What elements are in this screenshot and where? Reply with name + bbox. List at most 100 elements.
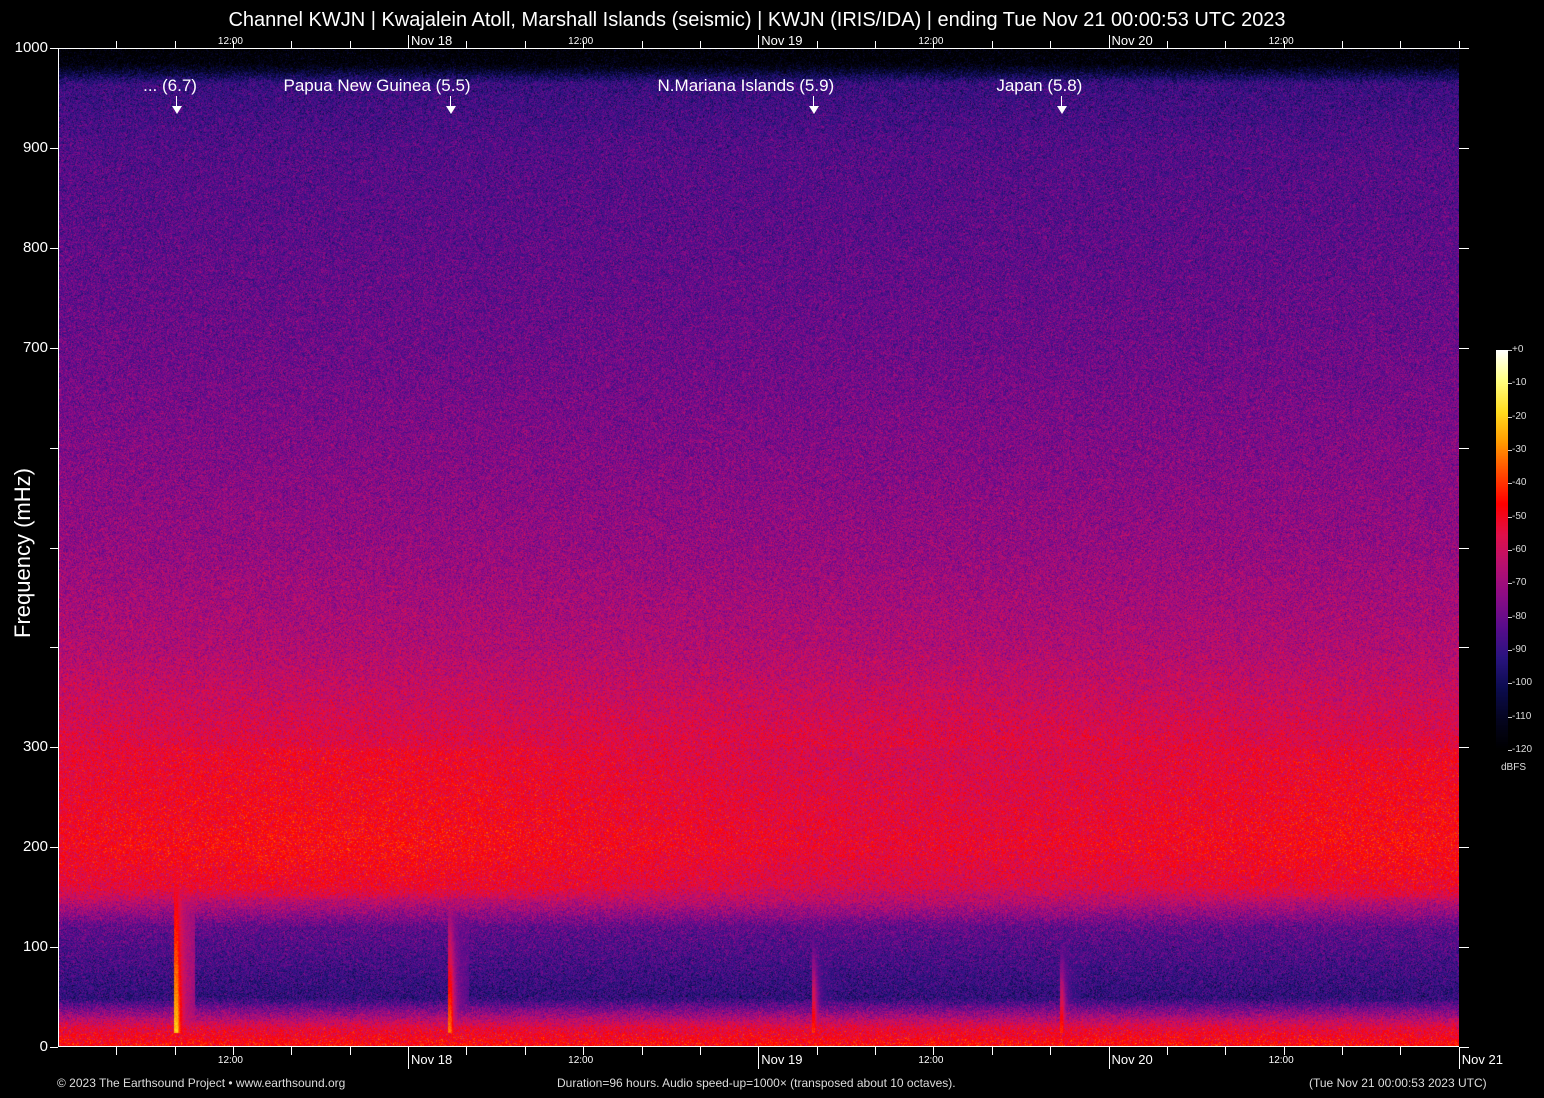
y-tick-label: 200 — [8, 838, 48, 855]
x-day-tick-top — [1109, 35, 1110, 48]
x-day-tick-bottom — [408, 1047, 409, 1069]
x-day-tick-bottom — [758, 1047, 759, 1069]
x-tick-bottom — [1284, 1047, 1285, 1055]
colorbar-tick-label: -100 — [1512, 677, 1532, 688]
x-tick-bottom — [116, 1047, 117, 1055]
y-tick-left — [50, 248, 58, 249]
x-tick-label-top: Nov 19 — [761, 33, 802, 48]
x-tick-top — [992, 41, 993, 48]
x-tick-bottom — [700, 1047, 701, 1055]
y-tick-label: 700 — [8, 339, 48, 356]
x-tick-top — [1459, 41, 1460, 48]
x-tick-bottom — [583, 1047, 584, 1055]
colorbar-tick-label: -110 — [1512, 711, 1531, 722]
x-tick-label-bottom: Nov 20 — [1112, 1052, 1153, 1067]
x-tick-top — [817, 41, 818, 48]
x-tick-bottom — [1342, 1047, 1343, 1055]
colorbar-tick-label: -90 — [1512, 644, 1526, 655]
x-tick-top — [700, 41, 701, 48]
y-tick-right — [1459, 148, 1469, 149]
x-tick-top — [350, 41, 351, 48]
spectrogram-plot — [58, 48, 1459, 1047]
colorbar-tick-label: -80 — [1512, 611, 1526, 622]
y-tick-right — [1459, 1047, 1469, 1048]
x-tick-top — [175, 41, 176, 48]
x-tick-top — [1225, 41, 1226, 48]
colorbar-tick-label: -10 — [1512, 377, 1526, 388]
event-label: Japan (5.8) — [996, 76, 1082, 96]
y-tick-left — [50, 847, 58, 848]
x-tick-bottom — [1225, 1047, 1226, 1055]
arrow-head — [809, 106, 819, 114]
y-tick-left — [50, 747, 58, 748]
y-tick-right — [1459, 548, 1469, 549]
y-tick-right — [1459, 448, 1469, 449]
colorbar-tick-label: -30 — [1512, 444, 1526, 455]
x-day-tick-top — [408, 35, 409, 48]
x-tick-bottom — [233, 1047, 234, 1055]
x-day-tick-bottom — [1459, 1047, 1460, 1069]
x-tick-bottom — [933, 1047, 934, 1055]
x-tick-label-top: 12:00 — [918, 36, 943, 47]
x-tick-bottom — [175, 1047, 176, 1055]
x-tick-label-bottom: 12:00 — [568, 1055, 593, 1066]
chart-title: Channel KWJN | Kwajalein Atoll, Marshall… — [0, 9, 1514, 32]
x-tick-bottom — [642, 1047, 643, 1055]
arrow-head — [446, 106, 456, 114]
y-tick-right — [1459, 647, 1469, 648]
x-tick-label-bottom: 12:00 — [918, 1055, 943, 1066]
x-day-tick-top — [758, 35, 759, 48]
y-tick-left — [50, 548, 58, 549]
colorbar-unit: dBFS — [1501, 762, 1526, 773]
x-tick-top — [525, 41, 526, 48]
x-tick-bottom — [525, 1047, 526, 1055]
spectrogram-heatmap — [58, 48, 1459, 1047]
x-tick-top — [1342, 41, 1343, 48]
colorbar — [1496, 350, 1508, 750]
x-tick-top — [466, 41, 467, 48]
y-tick-left — [50, 348, 58, 349]
x-tick-label-bottom: Nov 21 — [1462, 1052, 1503, 1067]
footer-timestamp: (Tue Nov 21 00:00:53 2023 UTC) — [1309, 1076, 1487, 1090]
x-tick-bottom — [466, 1047, 467, 1055]
event-label: ... (6.7) — [143, 76, 197, 96]
y-tick-right — [1459, 847, 1469, 848]
x-tick-bottom — [875, 1047, 876, 1055]
y-tick-left — [50, 48, 58, 49]
y-tick-label: 300 — [8, 738, 48, 755]
x-tick-label-top: Nov 18 — [411, 33, 452, 48]
colorbar-tick-label: -20 — [1512, 411, 1526, 422]
x-day-tick-bottom — [1109, 1047, 1110, 1069]
y-axis-label: Frequency (mHz) — [10, 468, 36, 638]
y-tick-right — [1459, 947, 1469, 948]
event-label: N.Mariana Islands (5.9) — [658, 76, 835, 96]
x-tick-bottom — [992, 1047, 993, 1055]
y-tick-left — [50, 448, 58, 449]
x-tick-top — [116, 41, 117, 48]
y-tick-left — [50, 647, 58, 648]
colorbar-tick-label: +0 — [1512, 344, 1523, 355]
x-tick-top — [642, 41, 643, 48]
x-tick-bottom — [1050, 1047, 1051, 1055]
event-label: Papua New Guinea (5.5) — [283, 76, 470, 96]
y-tick-label: 100 — [8, 938, 48, 955]
y-tick-label: 1000 — [8, 39, 48, 56]
x-tick-top — [1400, 41, 1401, 48]
footer-duration: Duration=96 hours. Audio speed-up=1000× … — [557, 1076, 956, 1090]
x-tick-bottom — [350, 1047, 351, 1055]
y-tick-right — [1459, 248, 1469, 249]
x-tick-label-bottom: Nov 18 — [411, 1052, 452, 1067]
arrow-head — [172, 106, 182, 114]
footer-copyright: © 2023 The Earthsound Project • www.eart… — [57, 1076, 345, 1090]
x-tick-label-bottom: Nov 19 — [761, 1052, 802, 1067]
x-tick-top — [1167, 41, 1168, 48]
y-tick-right — [1459, 747, 1469, 748]
y-tick-left — [50, 148, 58, 149]
colorbar-tick-label: -60 — [1512, 544, 1526, 555]
x-tick-top — [291, 41, 292, 48]
x-tick-top — [875, 41, 876, 48]
x-tick-label-top: 12:00 — [218, 36, 243, 47]
x-tick-bottom — [291, 1047, 292, 1055]
x-tick-top — [1050, 41, 1051, 48]
y-tick-right — [1459, 48, 1469, 49]
